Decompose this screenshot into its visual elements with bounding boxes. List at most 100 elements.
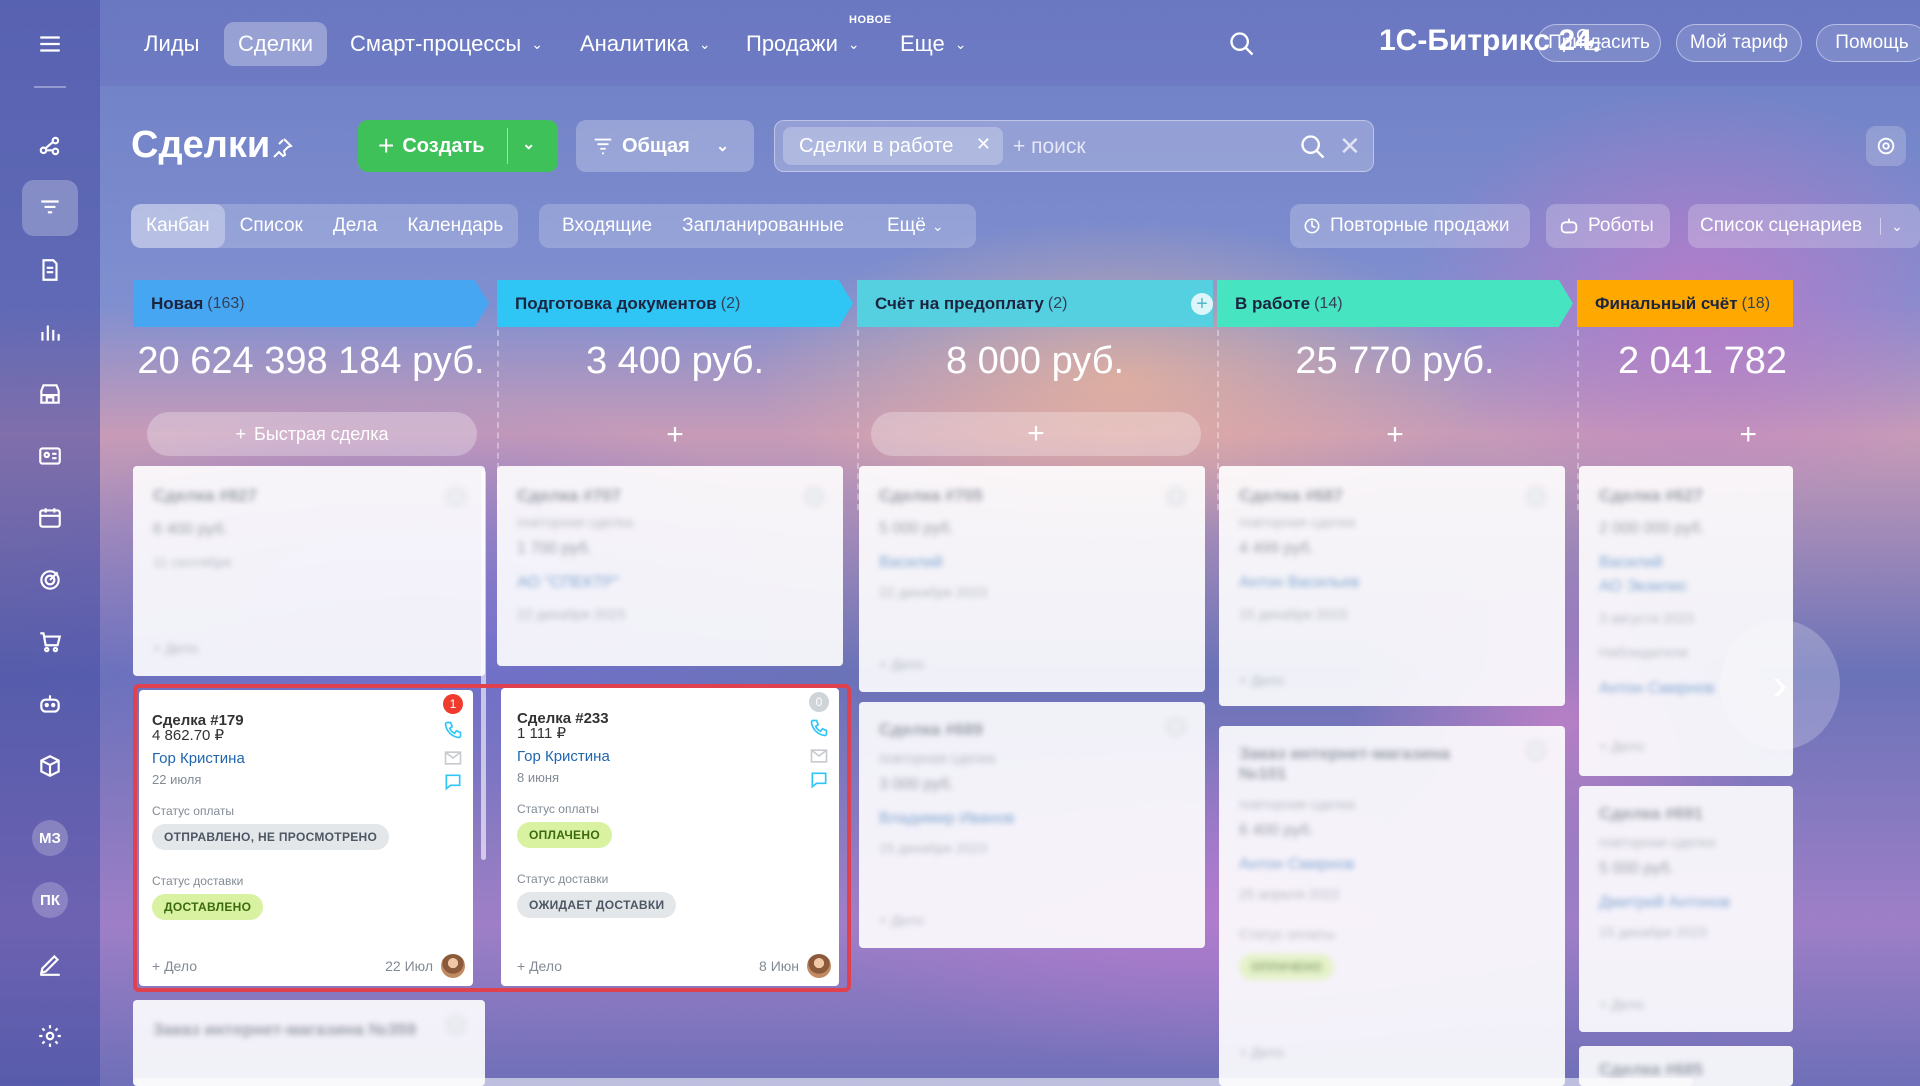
robots-button[interactable]: Роботы [1546, 204, 1670, 248]
deal-card[interactable]: Сделка #689 0 повторная сделка 3 000 руб… [859, 702, 1205, 948]
chat-icon[interactable] [443, 772, 463, 792]
chevron-down-icon[interactable]: ⌄ [1880, 217, 1903, 235]
add-deal-button[interactable]: + [871, 412, 1201, 456]
filter-settings-icon[interactable] [1584, 36, 1604, 56]
add-deal-button[interactable]: + [1739, 418, 1757, 451]
nav-deals[interactable]: Сделки [224, 22, 327, 66]
crm-nodes-icon[interactable] [22, 118, 78, 174]
scroll-right-arrow-icon[interactable]: › [1720, 620, 1840, 750]
client-link: Антон Смирнов [1239, 856, 1355, 873]
tab-kanban[interactable]: Канбан [131, 204, 225, 248]
phone-icon[interactable] [809, 718, 829, 738]
avatar[interactable] [807, 954, 831, 978]
user-avatar[interactable]: ПК [32, 882, 68, 918]
robot-icon[interactable] [22, 676, 78, 732]
nav-sales[interactable]: Продажи ⌄ [732, 22, 874, 66]
deals-funnel-icon[interactable] [22, 180, 78, 236]
chevron-down-icon[interactable]: ⌄ [522, 136, 536, 153]
deal-card[interactable]: Сделка #707 0 повторная сделка 1 700 руб… [497, 466, 843, 666]
nav-more[interactable]: Еще ⌄ [886, 22, 981, 66]
deal-card-179[interactable]: Сделка #179 1 4 862.70 ₽ Гор Кристина 22… [139, 690, 473, 986]
tariff-button[interactable]: Мой тариф [1676, 24, 1802, 62]
deal-card[interactable]: Сделка #691 повторная сделка 5 000 руб. … [1579, 786, 1793, 1032]
deal-card[interactable]: Сделка #827 0 6 400 руб. 11 сентября + Д… [133, 466, 485, 676]
filter-chip[interactable]: Сделки в работе ✕ [783, 127, 1003, 165]
add-activity-link[interactable]: + Дело [152, 958, 197, 974]
category-select[interactable]: Общая ⌄ [576, 120, 754, 172]
mail-icon[interactable] [443, 748, 463, 768]
nav-leads[interactable]: Лиды [130, 22, 213, 66]
deal-card[interactable]: Сделка #705 0 5 000 руб. Василий 22 дека… [859, 466, 1205, 692]
user-avatar[interactable]: МЗ [32, 820, 68, 856]
deal-card[interactable]: Сделка #687 0 повторная сделка 4 499 руб… [1219, 466, 1565, 706]
documents-icon[interactable] [22, 242, 78, 298]
column-header[interactable]: Подготовка документов (2) [497, 280, 853, 327]
scenarios-button[interactable]: Список сценариев ⌄ [1688, 204, 1920, 248]
nav-smart-processes[interactable]: Смарт-процессы ⌄ [336, 22, 557, 66]
search-input[interactable]: + поиск [1013, 135, 1086, 158]
deal-card-233[interactable]: Сделка #233 0 1 111 ₽ Гор Кристина 8 июн… [501, 688, 839, 986]
close-icon[interactable]: ✕ [975, 134, 991, 154]
deal-card[interactable]: Сделка #627 2 000 000 руб. Василий АО Эк… [1579, 466, 1793, 776]
tab-incoming[interactable]: Входящие [562, 215, 653, 236]
repeat-sales-button[interactable]: Повторные продажи [1290, 204, 1530, 248]
counter-badge: 0 [1165, 716, 1187, 738]
counter-badge[interactable]: 1 [443, 694, 463, 714]
search-icon[interactable] [1228, 30, 1256, 58]
filter-chip-label: Сделки в работе [799, 134, 954, 157]
cart-icon[interactable] [22, 614, 78, 670]
nav-analytics[interactable]: Аналитика ⌄ [566, 22, 725, 66]
client-link[interactable]: Гор Кристина [517, 748, 610, 765]
column-title: В работе [1235, 293, 1311, 313]
column-header[interactable]: Новая (163) [133, 280, 489, 327]
column-header[interactable]: Финальный счёт (18) [1577, 280, 1793, 327]
add-column-icon[interactable]: + [1191, 293, 1213, 315]
add-activity-link[interactable]: + Дело [517, 958, 562, 974]
avatar[interactable] [441, 954, 465, 978]
settings-gear-icon[interactable] [22, 1008, 78, 1064]
help-button[interactable]: Помощь [1816, 24, 1920, 62]
search-icon[interactable] [1299, 133, 1327, 161]
board-horizontal-scrollbar[interactable] [133, 1078, 1693, 1086]
board-settings-button[interactable] [1866, 126, 1906, 166]
calendar-icon[interactable] [22, 490, 78, 546]
column-scrollbar[interactable] [481, 470, 486, 860]
column-header[interactable]: Счёт на предоплату (2) [857, 280, 1213, 327]
tab-more[interactable]: Ещё ⌄ [859, 204, 959, 248]
invite-button[interactable]: Пригласить [1537, 24, 1661, 62]
clear-icon[interactable]: ✕ [1339, 131, 1361, 161]
client-link[interactable]: Гор Кристина [152, 750, 245, 767]
column-header[interactable]: В работе (14) [1217, 280, 1573, 327]
filter-search-bar[interactable]: Сделки в работе ✕ + поиск ✕ [774, 120, 1374, 172]
contacts-card-icon[interactable] [22, 428, 78, 484]
target-icon[interactable] [22, 552, 78, 608]
store-icon[interactable] [22, 366, 78, 422]
counter-badge: 0 [1525, 740, 1547, 762]
tab-calendar[interactable]: Календарь [407, 215, 504, 236]
add-deal-button[interactable]: + [666, 418, 684, 451]
chat-icon[interactable] [809, 770, 829, 790]
client-link: Василий [1599, 554, 1663, 571]
tab-activities[interactable]: Дела [332, 215, 378, 236]
activity-date: 8 Июн [759, 958, 799, 974]
add-deal-button[interactable]: + [1386, 418, 1404, 451]
box-icon[interactable] [22, 738, 78, 794]
pin-icon[interactable] [270, 136, 294, 160]
mail-icon[interactable] [809, 746, 829, 766]
nav-label: Еще [900, 31, 945, 56]
column-divider [857, 330, 859, 510]
deal-date: 15 декабря 2023 [1239, 606, 1347, 622]
deal-card[interactable]: Заказ интернет-магазина №359 0 [133, 1000, 485, 1086]
deal-card[interactable]: Заказ интернет-магазина №101 0 повторная… [1219, 726, 1565, 1086]
activity-date: 22 Июл [385, 958, 433, 974]
phone-icon[interactable] [443, 720, 463, 740]
analytics-icon[interactable] [22, 304, 78, 360]
counter-badge[interactable]: 0 [809, 692, 829, 712]
menu-icon[interactable] [22, 16, 78, 72]
pen-icon[interactable] [22, 936, 78, 992]
create-button[interactable]: + Создать ⌄ [358, 120, 558, 172]
tab-planned[interactable]: Запланированные [682, 215, 844, 236]
quick-deal-button[interactable]: + Быстрая сделка [147, 412, 477, 456]
tab-list[interactable]: Список [239, 215, 303, 236]
deal-title: Сделка #233 [517, 710, 609, 727]
